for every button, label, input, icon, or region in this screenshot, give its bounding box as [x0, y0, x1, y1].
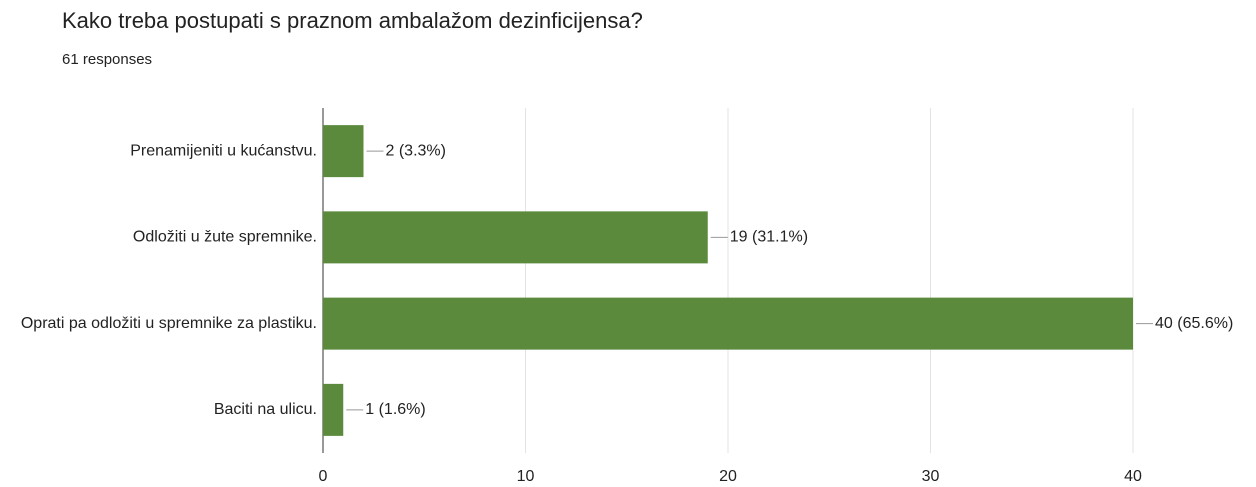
x-tick-label: 0	[319, 468, 328, 485]
x-tick-label: 10	[517, 468, 535, 485]
bar	[323, 211, 708, 264]
x-tick-label: 30	[922, 468, 940, 485]
bar	[323, 297, 1133, 350]
chart-title: Kako treba postupati s praznom ambalažom…	[62, 8, 643, 33]
y-tick-label: Odložiti u žute spremnike.	[133, 229, 317, 246]
chart-subtitle: 61 responses	[62, 51, 152, 68]
y-tick-label: Prenamijeniti u kućanstvu.	[130, 142, 317, 159]
y-tick-label: Oprati pa odložiti u spremnike za plasti…	[21, 315, 317, 332]
value-label: 19 (31.1%)	[730, 229, 808, 246]
bar	[323, 383, 344, 436]
value-label: 2 (3.3%)	[386, 142, 446, 159]
bar	[323, 125, 364, 178]
x-tick-label: 40	[1124, 468, 1142, 485]
x-tick-label: 20	[719, 468, 737, 485]
value-label: 40 (65.6%)	[1155, 315, 1233, 332]
value-label: 1 (1.6%)	[365, 401, 425, 418]
y-tick-label: Baciti na ulicu.	[214, 401, 317, 418]
